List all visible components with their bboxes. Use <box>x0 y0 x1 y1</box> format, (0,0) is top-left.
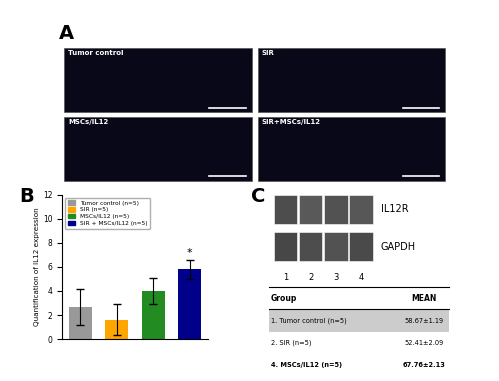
Text: *: * <box>187 248 193 258</box>
Bar <box>69 307 92 339</box>
Text: SIR+MSCs/IL12: SIR+MSCs/IL12 <box>261 118 320 125</box>
Bar <box>349 195 373 224</box>
Text: C: C <box>251 187 266 207</box>
FancyBboxPatch shape <box>64 48 252 112</box>
Text: SIR: SIR <box>261 50 274 56</box>
Bar <box>324 195 347 224</box>
Bar <box>178 269 201 339</box>
Bar <box>324 232 347 261</box>
Text: 52.41±2.09: 52.41±2.09 <box>404 340 444 346</box>
Bar <box>105 320 128 339</box>
Text: 3: 3 <box>333 273 338 282</box>
Text: IL12R: IL12R <box>381 204 408 214</box>
Text: 2. SIR (n=5): 2. SIR (n=5) <box>271 340 311 346</box>
FancyBboxPatch shape <box>64 117 252 181</box>
Text: MSCs/IL12: MSCs/IL12 <box>68 118 108 125</box>
Text: GAPDH: GAPDH <box>381 242 416 251</box>
Text: Group: Group <box>271 294 297 303</box>
Bar <box>269 309 449 332</box>
FancyBboxPatch shape <box>257 48 445 112</box>
Bar <box>274 195 297 224</box>
Bar <box>142 291 165 339</box>
Bar <box>269 332 449 354</box>
Bar <box>349 232 373 261</box>
Text: MEAN: MEAN <box>411 294 437 303</box>
Text: 4. MSCs/IL12 (n=5): 4. MSCs/IL12 (n=5) <box>271 362 342 368</box>
Text: Tumor control: Tumor control <box>68 50 124 56</box>
Text: 1. Tumor control (n=5): 1. Tumor control (n=5) <box>271 317 347 324</box>
Text: B: B <box>19 187 33 207</box>
Text: 2: 2 <box>308 273 313 282</box>
Text: 67.76±2.13: 67.76±2.13 <box>403 362 446 368</box>
Legend: Tumor control (n=5), SIR (n=5), MSCs/IL12 (n=5), SIR + MSCs/IL12 (n=5): Tumor control (n=5), SIR (n=5), MSCs/IL1… <box>65 197 150 229</box>
FancyBboxPatch shape <box>257 117 445 181</box>
Bar <box>299 195 322 224</box>
Text: 1: 1 <box>283 273 288 282</box>
Bar <box>274 232 297 261</box>
Text: 4: 4 <box>358 273 364 282</box>
Text: A: A <box>58 24 74 43</box>
Bar <box>269 354 449 377</box>
Y-axis label: Quantification of IL12 expression: Quantification of IL12 expression <box>34 208 40 326</box>
Text: 58.67±1.19: 58.67±1.19 <box>404 318 444 324</box>
Bar <box>299 232 322 261</box>
Bar <box>269 377 449 381</box>
